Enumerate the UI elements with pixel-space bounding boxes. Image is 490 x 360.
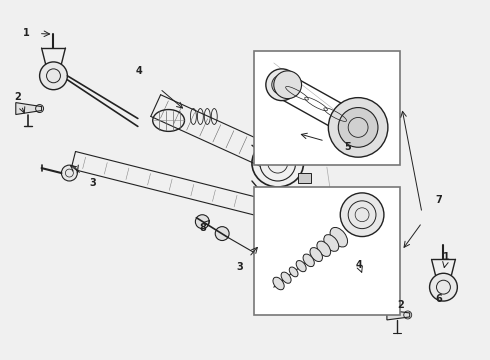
Text: 2: 2	[14, 92, 21, 102]
Text: 7: 7	[435, 195, 442, 205]
Text: 4: 4	[356, 260, 363, 270]
Ellipse shape	[289, 267, 298, 277]
Bar	[297, 173, 312, 183]
Text: 3: 3	[90, 178, 97, 188]
Circle shape	[340, 193, 384, 237]
Ellipse shape	[347, 275, 377, 307]
Ellipse shape	[310, 248, 322, 262]
Text: 3: 3	[237, 262, 244, 272]
Bar	[254, 187, 400, 315]
Text: 4: 4	[135, 66, 142, 76]
Text: 8: 8	[199, 222, 206, 233]
Circle shape	[196, 215, 209, 229]
Ellipse shape	[330, 228, 347, 247]
Ellipse shape	[303, 254, 314, 267]
Circle shape	[40, 62, 68, 90]
Text: 6: 6	[435, 294, 442, 304]
Polygon shape	[16, 103, 42, 114]
Circle shape	[338, 108, 378, 147]
Circle shape	[254, 244, 270, 260]
Bar	[254, 51, 400, 165]
Text: 1: 1	[24, 28, 30, 38]
Circle shape	[215, 227, 229, 240]
Ellipse shape	[273, 277, 284, 290]
Bar	[262, 116, 294, 139]
Circle shape	[274, 71, 301, 99]
Ellipse shape	[317, 241, 331, 256]
Circle shape	[61, 165, 77, 181]
Polygon shape	[387, 310, 410, 320]
Bar	[268, 108, 288, 117]
Ellipse shape	[324, 235, 339, 251]
Circle shape	[328, 98, 388, 157]
Text: 1: 1	[443, 252, 450, 262]
Ellipse shape	[281, 272, 291, 283]
Circle shape	[430, 273, 457, 301]
Text: 5: 5	[344, 142, 350, 152]
Ellipse shape	[296, 261, 306, 272]
Circle shape	[266, 69, 297, 100]
Text: 2: 2	[397, 300, 404, 310]
Bar	[297, 143, 312, 153]
